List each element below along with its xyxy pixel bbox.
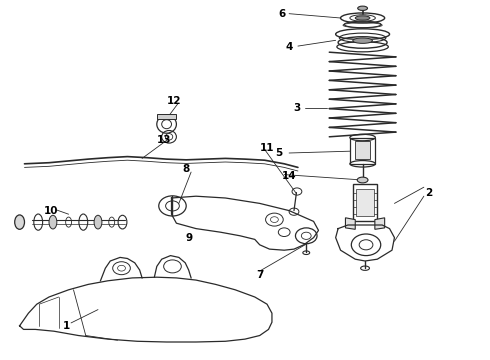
Ellipse shape <box>49 215 57 229</box>
Bar <box>353 184 377 221</box>
Text: 14: 14 <box>282 171 296 181</box>
Polygon shape <box>375 218 385 229</box>
Polygon shape <box>336 225 394 261</box>
Bar <box>355 141 370 159</box>
Bar <box>350 138 375 164</box>
Text: 6: 6 <box>278 9 285 19</box>
Polygon shape <box>345 218 355 229</box>
Polygon shape <box>20 277 272 342</box>
Text: 7: 7 <box>256 270 264 280</box>
Text: 11: 11 <box>260 143 274 153</box>
Text: 10: 10 <box>44 206 59 216</box>
Bar <box>356 189 374 216</box>
Text: 8: 8 <box>183 164 190 174</box>
Text: 4: 4 <box>285 42 293 52</box>
Text: 2: 2 <box>425 188 432 198</box>
Text: 3: 3 <box>293 103 300 113</box>
Ellipse shape <box>353 38 372 44</box>
Ellipse shape <box>357 177 368 183</box>
Text: 12: 12 <box>167 96 181 106</box>
Ellipse shape <box>15 215 24 229</box>
Text: 1: 1 <box>63 321 70 331</box>
Text: 13: 13 <box>157 135 172 145</box>
Ellipse shape <box>355 16 370 20</box>
Text: 9: 9 <box>185 233 192 243</box>
Ellipse shape <box>94 215 102 229</box>
Ellipse shape <box>358 6 368 10</box>
Text: 5: 5 <box>276 148 283 158</box>
Polygon shape <box>172 196 318 250</box>
Bar <box>157 114 176 119</box>
